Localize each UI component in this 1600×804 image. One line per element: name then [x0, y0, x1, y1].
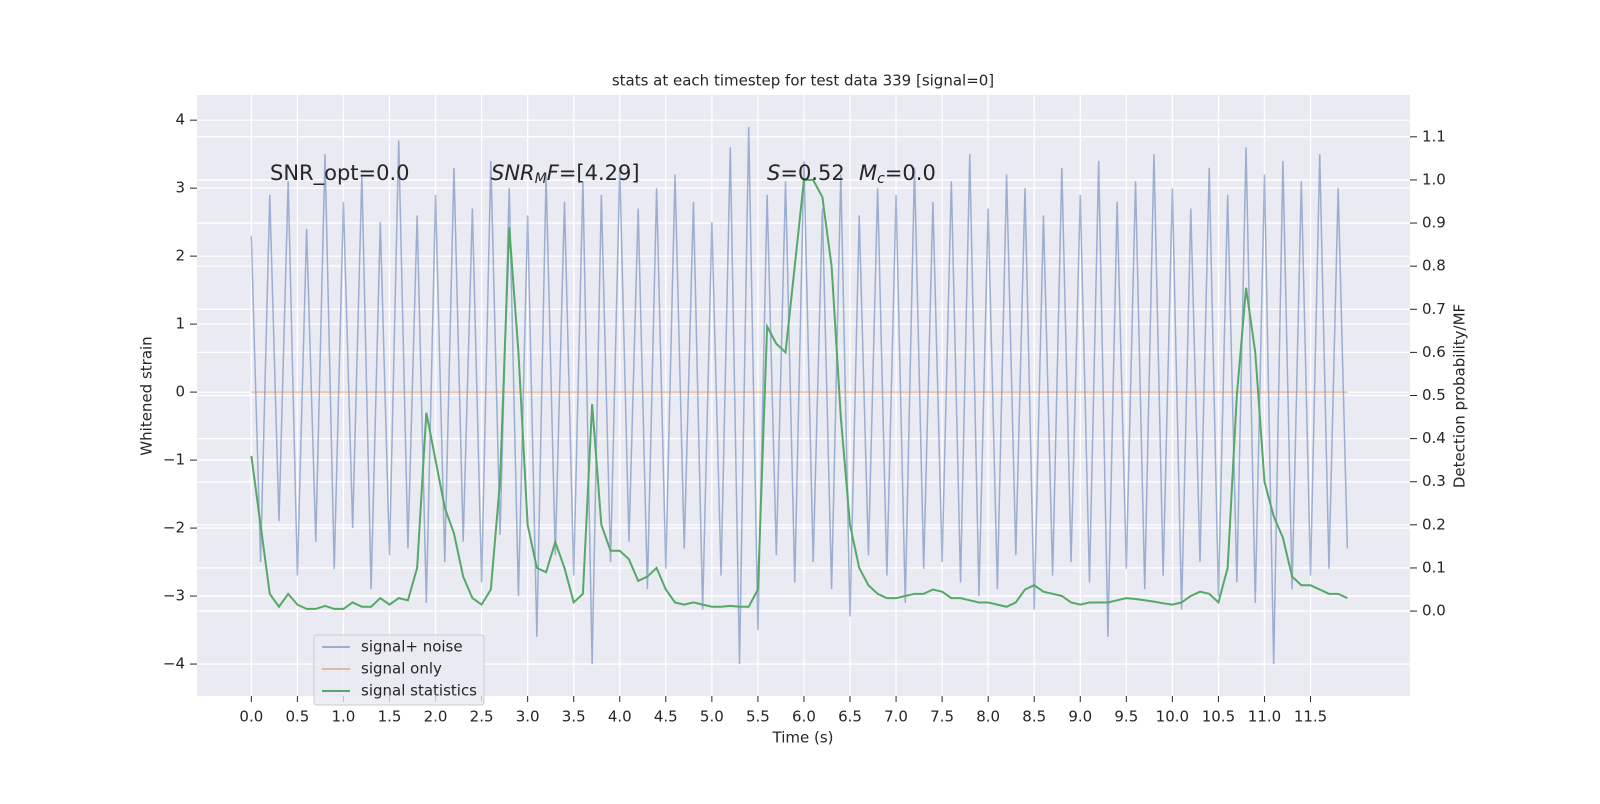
- legend-box: [313, 634, 485, 706]
- x-tick-label: 7.0: [884, 708, 908, 726]
- x-tick-label: 8.5: [1022, 708, 1046, 726]
- y-tick-label: 3: [175, 179, 185, 197]
- y-tick-label: 1: [175, 315, 185, 333]
- annotation-part: F: [547, 161, 560, 185]
- legend: signal+ noise signal only signal statistic…: [313, 634, 485, 706]
- x-tick-label: 7.5: [930, 708, 954, 726]
- annotation-part: S: [767, 161, 780, 185]
- x-tick-label: 11.5: [1294, 708, 1327, 726]
- x-tick-label: 2.5: [470, 708, 494, 726]
- series: [250, 126, 1349, 665]
- x-tick-label: 1.0: [332, 708, 356, 726]
- legend-label: signal only: [361, 660, 442, 678]
- x-tick-label: 2.0: [424, 708, 448, 726]
- x-tick-label: 1.5: [378, 708, 402, 726]
- y2-tick-label: 0.7: [1422, 300, 1446, 318]
- y-tick-label: 2: [175, 247, 185, 265]
- y2-tick-label: 0.3: [1422, 472, 1446, 490]
- annotation: SNR_opt=0.0: [270, 161, 410, 186]
- x-tick-label: 6.0: [792, 708, 816, 726]
- x-tick-label: 0.0: [239, 708, 263, 726]
- annotation-part: =0.0: [885, 161, 936, 185]
- annotation: Mc=0.0: [859, 161, 936, 187]
- x-tick-label: 3.0: [516, 708, 540, 726]
- series-line: [250, 126, 1349, 665]
- x-tick-label: 0.5: [285, 708, 309, 726]
- y2-tick-label: 0.9: [1422, 214, 1446, 232]
- series-line: [250, 178, 1348, 610]
- x-tick-label: 5.5: [746, 708, 770, 726]
- annotation: SNRMF=[4.29]: [491, 161, 640, 187]
- annotation-part: M: [535, 171, 547, 187]
- y2-tick-label: 0.2: [1422, 515, 1446, 533]
- y2-axis-label: Detection probability/MF: [1451, 304, 1469, 488]
- annotation: S=0.52: [767, 161, 845, 185]
- y2-tick-label: 0.4: [1422, 429, 1446, 447]
- y2-tick-label: 0.8: [1422, 257, 1446, 275]
- x-axis-label: Time (s): [772, 729, 834, 747]
- x-tick-label: 4.0: [608, 708, 632, 726]
- annotation-part: SNR: [491, 161, 535, 185]
- x-tick-label: 9.5: [1114, 708, 1138, 726]
- y2-tick-label: 1.0: [1422, 170, 1446, 188]
- x-tick-label: 10.5: [1202, 708, 1235, 726]
- annotation-part: =[4.29]: [559, 161, 640, 185]
- chart-title: stats at each timestep for test data 339…: [612, 72, 994, 90]
- y2-tick-label: 0.6: [1422, 343, 1446, 361]
- x-tick-label: 5.0: [700, 708, 724, 726]
- x-tick-label: 6.5: [838, 708, 862, 726]
- x-tick-label: 4.5: [654, 708, 678, 726]
- x-tick-label: 11.0: [1248, 708, 1281, 726]
- y-axis-label: Whitened strain: [138, 336, 156, 455]
- y-tick-label: −4: [163, 655, 185, 673]
- annotation-part: M: [859, 161, 877, 185]
- x-tick-label: 3.5: [562, 708, 586, 726]
- annotation-part: c: [877, 171, 885, 187]
- x-tick-label: 10.0: [1156, 708, 1189, 726]
- y-tick-label: 4: [175, 111, 185, 129]
- y2-tick-label: 0.0: [1422, 602, 1446, 620]
- y2-tick-label: 0.1: [1422, 558, 1446, 576]
- y-tick-label: −3: [163, 587, 185, 605]
- legend-label: signal+ noise: [361, 638, 463, 656]
- annotation-part: =0.52: [780, 161, 844, 185]
- y2-tick-label: 1.1: [1422, 127, 1446, 145]
- y-tick-label: 0: [175, 383, 185, 401]
- y-tick-label: −1: [163, 451, 185, 469]
- y-tick-label: −2: [163, 519, 185, 537]
- x-tick-label: 9.0: [1068, 708, 1092, 726]
- x-tick-label: 8.0: [976, 708, 1000, 726]
- legend-label: signal statistics: [361, 682, 477, 700]
- y2-tick-label: 0.5: [1422, 386, 1446, 404]
